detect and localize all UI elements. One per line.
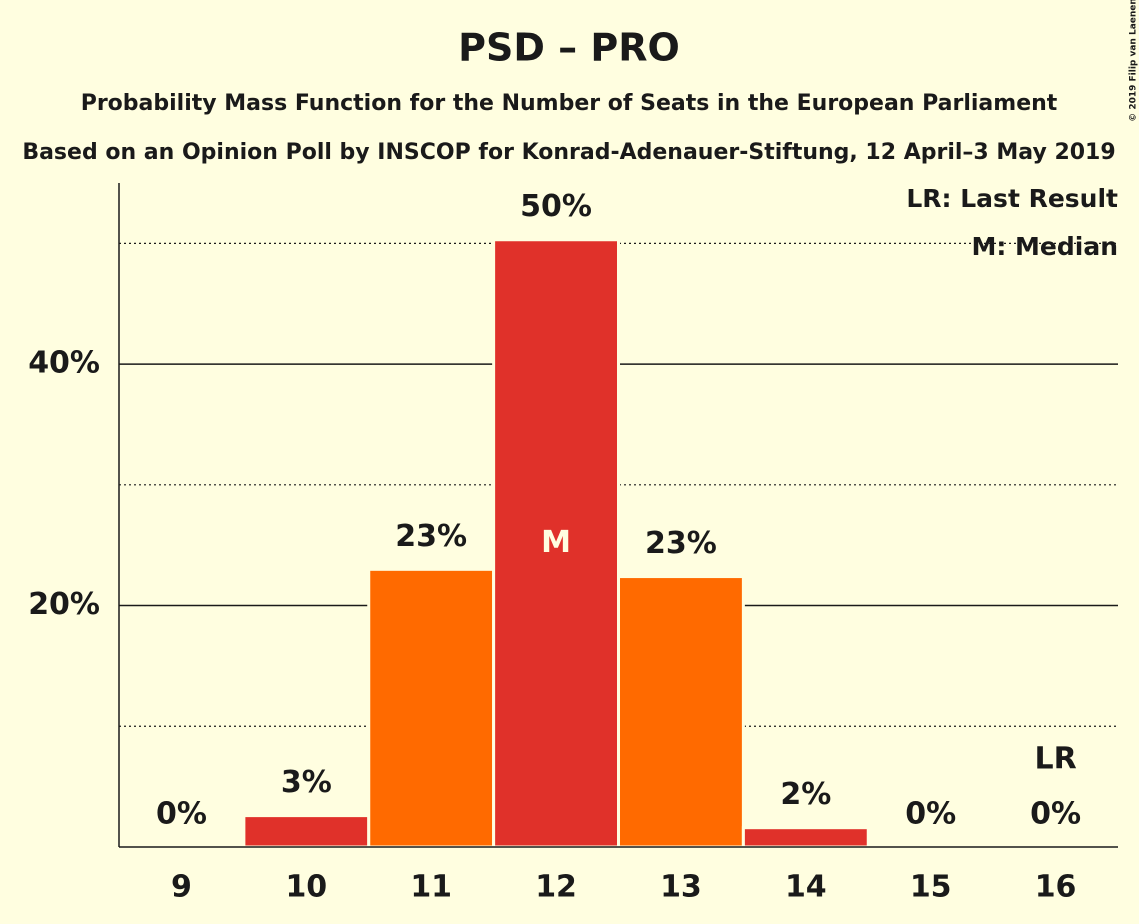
marker-label: M bbox=[541, 525, 571, 560]
x-tick-label: 16 bbox=[1035, 870, 1077, 905]
x-tick-label: 11 bbox=[410, 870, 452, 905]
bar bbox=[617, 575, 745, 849]
chart-subtitle: Based on an Opinion Poll by INSCOP for K… bbox=[22, 140, 1115, 165]
y-tick-label: 20% bbox=[28, 587, 100, 622]
value-label: 2% bbox=[780, 777, 831, 812]
x-tick-label: 15 bbox=[910, 870, 952, 905]
legend-entry: LR: Last Result bbox=[906, 184, 1118, 213]
x-tick-label: 9 bbox=[171, 870, 192, 905]
bar bbox=[741, 826, 870, 849]
y-tick-label: 40% bbox=[28, 346, 100, 381]
value-label: 0% bbox=[1030, 797, 1081, 832]
copyright: © 2019 Filip van Laenen bbox=[1129, 0, 1139, 122]
value-label: 0% bbox=[905, 797, 956, 832]
value-label: 23% bbox=[645, 526, 717, 561]
x-tick-label: 13 bbox=[660, 870, 702, 905]
x-tick-label: 12 bbox=[535, 870, 577, 905]
value-label: 3% bbox=[281, 765, 332, 800]
value-label: 23% bbox=[395, 519, 467, 554]
bar bbox=[367, 567, 496, 849]
x-tick-label: 10 bbox=[285, 870, 327, 905]
chart-title: PSD – PRO bbox=[458, 26, 680, 70]
value-label: 50% bbox=[520, 189, 592, 224]
bar bbox=[492, 238, 620, 849]
legend-entry: M: Median bbox=[971, 232, 1118, 261]
value-label: 0% bbox=[156, 797, 207, 832]
chart-subtitle: Probability Mass Function for the Number… bbox=[81, 91, 1058, 116]
x-tick-label: 14 bbox=[785, 870, 827, 905]
bar bbox=[242, 814, 371, 849]
marker-label: LR bbox=[1034, 742, 1076, 777]
